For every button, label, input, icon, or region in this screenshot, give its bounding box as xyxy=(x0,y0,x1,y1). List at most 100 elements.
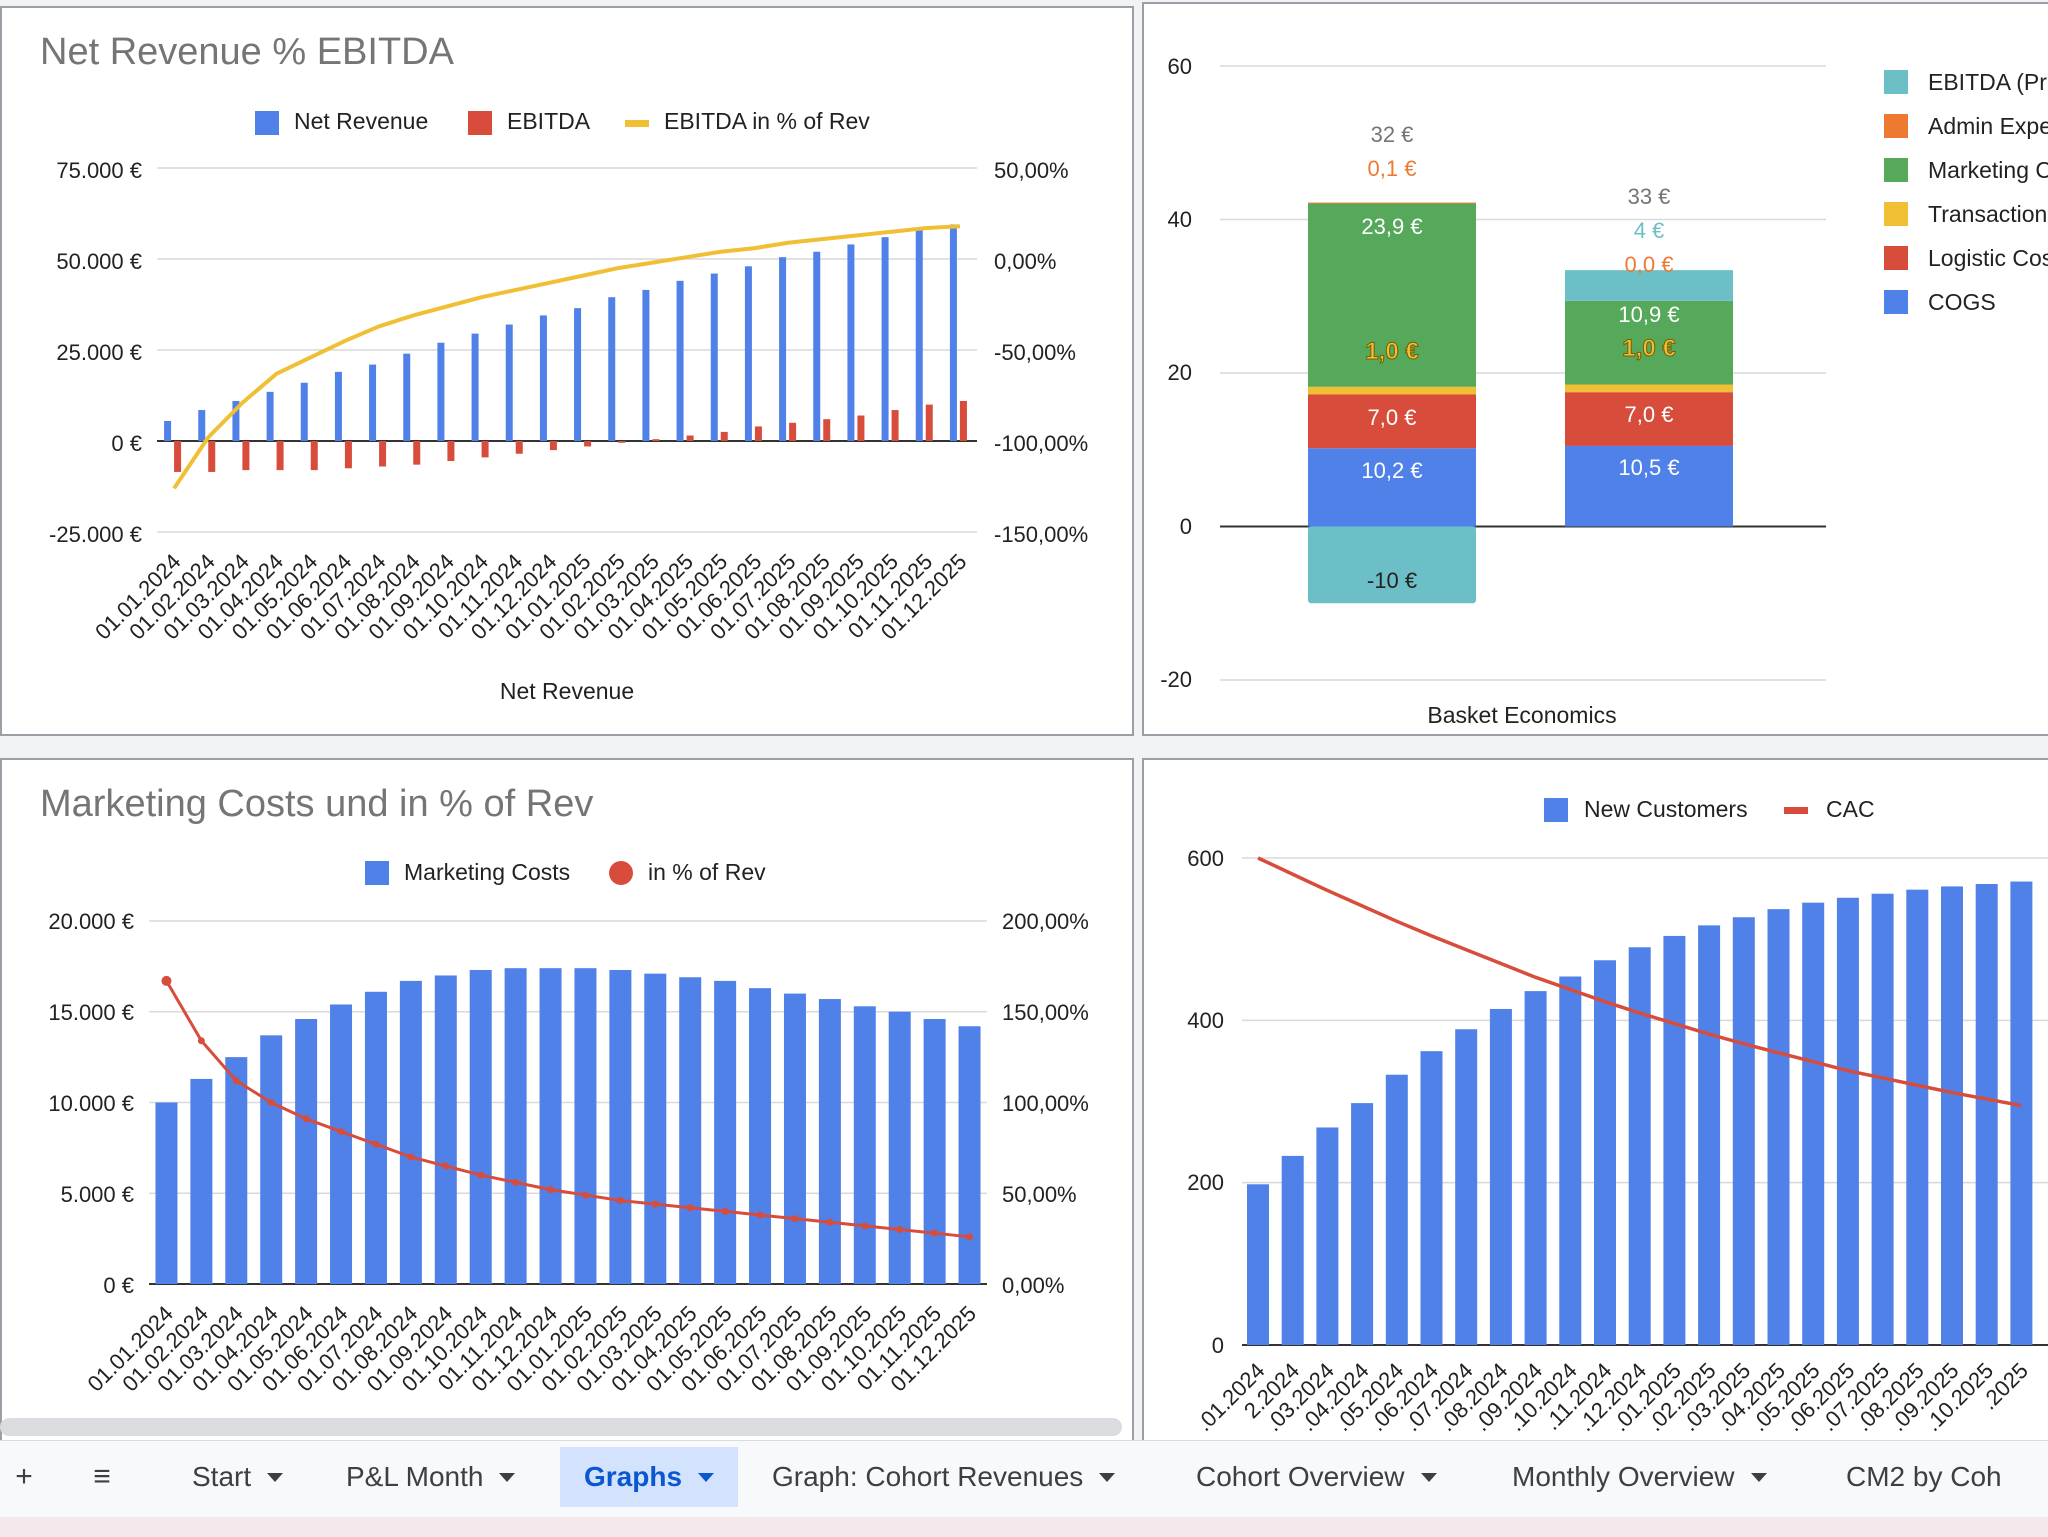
add-sheet-button[interactable]: + xyxy=(0,1447,48,1507)
bar-new-customers xyxy=(1420,1051,1443,1345)
tab-pl-month[interactable]: P&L Month xyxy=(322,1447,539,1507)
y-axis-right: 50,00% 0,00% -50,00% -100,00% -150,00% xyxy=(994,158,1088,547)
bar-ebitda xyxy=(618,441,626,443)
tab-label: Graph: Cohort Revenues xyxy=(772,1461,1084,1492)
chevron-down-icon[interactable] xyxy=(1750,1472,1767,1482)
point-marketing-pct xyxy=(161,975,172,986)
bar-ebitda xyxy=(276,441,284,471)
legend-swatch-logistic xyxy=(1884,246,1908,270)
chevron-down-icon[interactable] xyxy=(267,1472,284,1482)
x-axis-title: Net Revenue xyxy=(500,678,634,704)
chevron-down-icon[interactable] xyxy=(1420,1472,1437,1482)
chart-marketing-svg: Marketing Costs und in % of Rev Marketin… xyxy=(40,783,1089,1397)
chart-legend: EBITDA (Pr Admin Expe Marketing C Transa… xyxy=(1884,69,2048,315)
chart-new-customers[interactable]: New Customers CAC 600 400 200 0 .01.2024… xyxy=(1142,758,2048,1458)
y-tick-label: 25.000 € xyxy=(56,340,142,365)
chart-revenue-ebitda[interactable]: Net Revenue % EBITDA Net Revenue EBITDA … xyxy=(0,6,1134,736)
legend-swatch-transaction xyxy=(1884,202,1908,226)
bar-marketing-costs xyxy=(783,993,806,1284)
y2-tick-label: 50,00% xyxy=(994,158,1069,183)
bar-marketing-costs xyxy=(923,1019,946,1284)
bar-net-revenue xyxy=(505,324,513,441)
chevron-down-icon[interactable] xyxy=(698,1472,715,1482)
tab-label: Graphs xyxy=(584,1461,683,1492)
bar-new-customers xyxy=(2010,881,2033,1345)
bar-net-revenue xyxy=(539,315,547,441)
chart-marketing-costs[interactable]: Marketing Costs und in % of Rev Marketin… xyxy=(0,758,1134,1458)
point-marketing-pct xyxy=(861,1222,869,1230)
bar-marketing-costs xyxy=(225,1057,248,1284)
line-marketing-pct xyxy=(165,980,970,1239)
y-tick-label: 50.000 € xyxy=(56,249,142,274)
bar-marketing-costs xyxy=(155,1102,178,1284)
bar-marketing-costs xyxy=(399,980,422,1284)
chart-customers-svg: New Customers CAC 600 400 200 0 .01.2024… xyxy=(1187,796,2048,1436)
y-tick-label: 600 xyxy=(1187,846,1224,871)
bar-ebitda xyxy=(720,431,728,441)
tab-label: Cohort Overview xyxy=(1196,1461,1405,1492)
point-marketing-pct xyxy=(896,1226,904,1234)
point-marketing-pct xyxy=(267,1099,275,1106)
bar-net-revenue xyxy=(642,289,650,441)
bar-ebitda xyxy=(652,439,660,441)
bar-ebitda xyxy=(857,415,865,441)
bar-net-revenue xyxy=(779,257,787,441)
bar-ebitda xyxy=(242,441,250,471)
chart-marks xyxy=(1247,856,2033,1345)
tab-graphs[interactable]: Graphs xyxy=(560,1447,739,1507)
bar-new-customers xyxy=(1489,1008,1512,1345)
y2-tick-label: -150,00% xyxy=(994,522,1088,547)
chevron-down-icon[interactable] xyxy=(499,1472,516,1482)
x-axis-labels: 01.01.202401.02.202401.03.202401.04.2024… xyxy=(82,1301,981,1397)
legend-label-ebitda: EBITDA (Pr xyxy=(1928,69,2047,95)
chevron-down-icon[interactable] xyxy=(1099,1472,1116,1482)
y2-tick-label: 100,00% xyxy=(1002,1091,1089,1116)
bar-net-revenue xyxy=(813,251,821,441)
data-label-logistic: 7,0 € xyxy=(1368,405,1417,430)
bar2-data-labels: 33 € 4 € 0,0 € 10,9 € 1,0 € 7,0 € 10,5 € xyxy=(1618,184,1679,480)
legend-label-pct: in % of Rev xyxy=(648,859,766,885)
point-marketing-pct xyxy=(337,1128,345,1136)
tab-graph-cohort-revenues[interactable]: Graph: Cohort Revenues xyxy=(748,1447,1139,1507)
bar-new-customers xyxy=(1767,909,1790,1345)
bar-net-revenue xyxy=(403,353,411,441)
tab-start[interactable]: Start xyxy=(168,1447,307,1507)
data-label-admin: 0,1 € xyxy=(1368,156,1417,181)
bar-net-revenue xyxy=(744,266,752,441)
bar-new-customers xyxy=(1385,1074,1408,1345)
legend-swatch-ebitda xyxy=(1884,70,1908,94)
bar-marketing-costs xyxy=(818,999,841,1284)
stacked-segment xyxy=(1565,384,1733,393)
bar-ebitda xyxy=(754,426,762,441)
bar-marketing-costs xyxy=(504,968,527,1284)
bar-new-customers xyxy=(1941,886,1963,1345)
point-marketing-pct xyxy=(721,1207,729,1215)
bar-new-customers xyxy=(1975,883,1998,1345)
stacked-segment xyxy=(1308,526,1476,604)
bar-marketing-costs xyxy=(958,1026,981,1284)
bar-ebitda xyxy=(789,422,797,441)
point-marketing-pct xyxy=(616,1197,624,1205)
point-marketing-pct xyxy=(232,1077,240,1085)
x-axis-labels: .01.20242.2024.03.2024.04.2024.05.2024.0… xyxy=(1191,1358,2033,1436)
bar-new-customers xyxy=(1351,1103,1374,1345)
bar-new-customers xyxy=(1836,897,1859,1345)
point-marketing-pct xyxy=(477,1171,485,1179)
tab-cohort-overview[interactable]: Cohort Overview xyxy=(1172,1447,1461,1507)
bar-net-revenue xyxy=(198,410,206,441)
point-marketing-pct xyxy=(302,1115,310,1123)
x-axis-title: Basket Economics xyxy=(1427,702,1616,728)
tab-cm2-by-cohort[interactable]: CM2 by Coh xyxy=(1822,1447,2002,1507)
bar-ebitda xyxy=(959,400,967,441)
horizontal-scrollbar[interactable] xyxy=(0,1418,1122,1436)
all-sheets-button[interactable]: ≡ xyxy=(78,1447,126,1507)
chart-basket-economics[interactable]: 60 40 20 0 -20 32 € 0,1 € 23,9 € 1,0 € 7… xyxy=(1142,2,2048,736)
point-marketing-pct xyxy=(372,1140,380,1148)
bar-net-revenue xyxy=(881,237,889,441)
legend-swatch-cac xyxy=(1784,807,1808,814)
legend-label-logistic: Logistic Cos xyxy=(1928,245,2048,271)
stacked-segment xyxy=(1565,270,1733,301)
legend-label-admin: Admin Expe xyxy=(1928,113,2048,139)
bar-net-revenue xyxy=(608,297,616,441)
tab-monthly-overview[interactable]: Monthly Overview xyxy=(1488,1447,1791,1507)
